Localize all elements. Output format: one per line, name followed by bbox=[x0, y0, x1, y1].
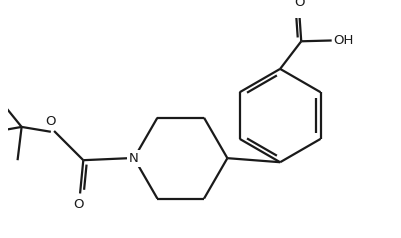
Text: O: O bbox=[73, 198, 83, 211]
Text: N: N bbox=[129, 152, 139, 165]
Text: OH: OH bbox=[332, 34, 352, 47]
Text: O: O bbox=[293, 0, 304, 9]
Text: O: O bbox=[45, 115, 55, 128]
